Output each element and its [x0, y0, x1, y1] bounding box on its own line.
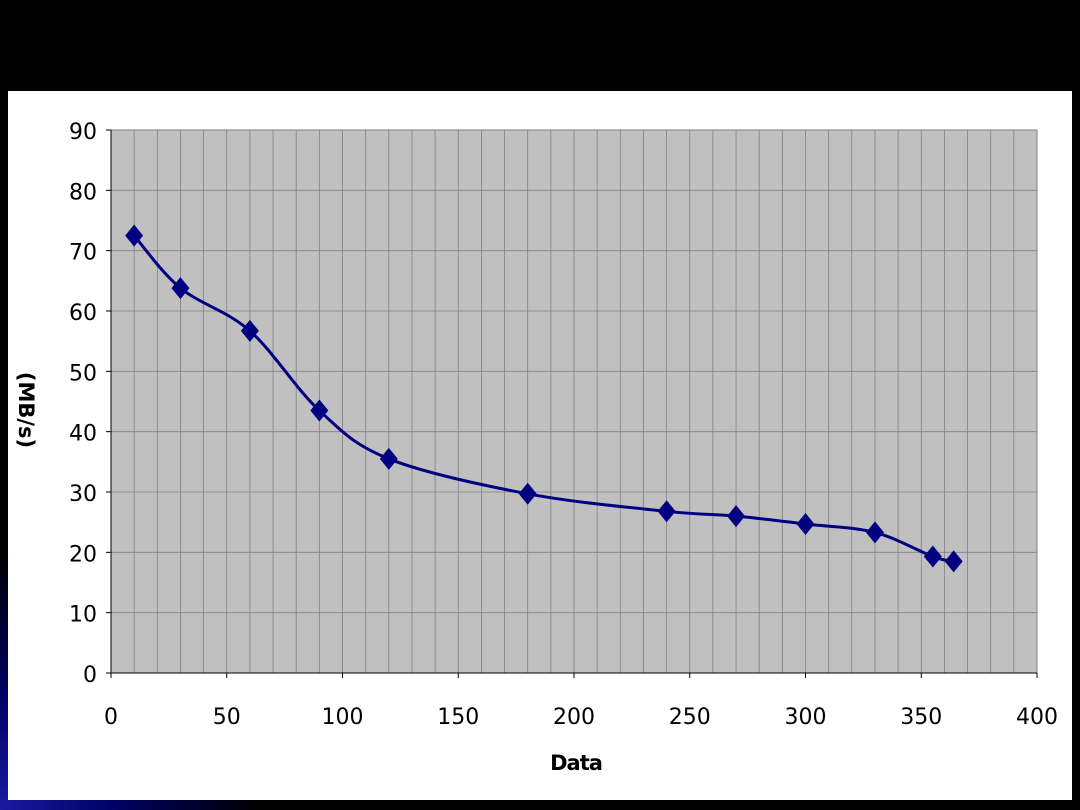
x-tick-label: 350	[900, 705, 942, 730]
point	[379, 447, 398, 470]
point	[125, 224, 144, 247]
x-axis-label: Data	[550, 751, 602, 775]
point	[923, 545, 942, 568]
y-tick-label: 90	[69, 120, 97, 145]
y-axis-label: (MB/s)	[14, 372, 38, 448]
x-tick-label: 50	[213, 705, 241, 730]
x-tick-label: 0	[104, 705, 118, 730]
point	[944, 550, 963, 573]
point	[865, 521, 884, 544]
x-tick-label: 200	[553, 705, 595, 730]
y-tick-label: 10	[69, 603, 97, 628]
y-tick-label: 0	[83, 663, 97, 688]
point	[518, 482, 537, 505]
point	[657, 500, 676, 523]
y-tick-label: 30	[69, 482, 97, 507]
x-tick-label: 100	[322, 705, 364, 730]
point	[171, 277, 190, 300]
x-tick-label: 400	[1016, 705, 1058, 730]
point	[240, 319, 259, 342]
x-tick-label: 150	[437, 705, 479, 730]
point	[796, 512, 815, 535]
x-tick-label: 300	[785, 705, 827, 730]
y-tick-label: 70	[69, 241, 97, 266]
x-tick-label: 250	[669, 705, 711, 730]
point	[310, 399, 329, 422]
y-tick-label: 50	[69, 361, 97, 386]
y-tick-label: 80	[69, 180, 97, 205]
y-tick-label: 40	[69, 422, 97, 447]
y-tick-label: 20	[69, 542, 97, 567]
y-tick-label: 60	[69, 301, 97, 326]
point	[727, 505, 746, 528]
